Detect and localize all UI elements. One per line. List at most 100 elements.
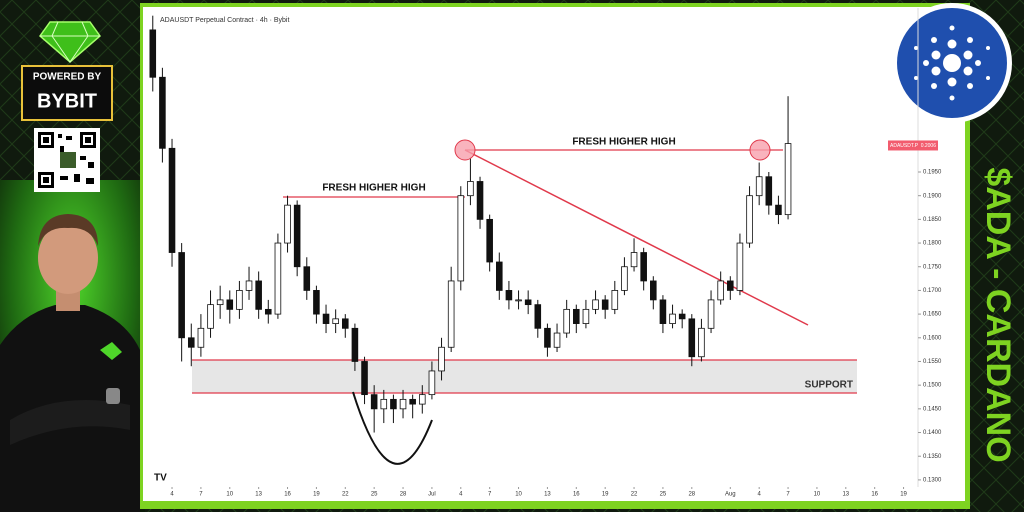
candle-body (226, 299, 234, 310)
candle-body (505, 290, 513, 301)
x-tick-label: 19 (313, 492, 320, 498)
x-tick-label: 16 (284, 492, 291, 498)
price-tag (888, 140, 938, 151)
plot: 0.1300 0.1350 0.1400 0.1450 0.1500 0.1550 0.16… (149, 15, 942, 498)
brand: BYBIT (37, 90, 97, 112)
candle-body (601, 299, 609, 310)
hh-circle (749, 139, 771, 161)
powered-by: POWERED BY (33, 72, 102, 83)
candle-body (245, 280, 253, 291)
candle-body (341, 318, 349, 329)
candle-body (390, 398, 397, 410)
gem-logo (38, 21, 102, 63)
y-tick-label: 0.1700 (923, 288, 942, 294)
x-tick-label: 13 (544, 492, 551, 498)
candle-body (178, 252, 185, 339)
x-tick-label: 4 (758, 492, 762, 498)
candle-body (688, 318, 696, 358)
annotation: FRESH HIGHER HIGH (322, 183, 425, 194)
y-tick-label: 0.1450 (923, 406, 942, 412)
candle-body (457, 195, 465, 282)
candle-body (197, 327, 205, 348)
hh-circle (454, 139, 476, 161)
candle-body (630, 252, 638, 268)
candle-body (419, 394, 426, 405)
y-tick-label: 0.1300 (923, 477, 942, 483)
candle-body (409, 398, 416, 405)
candle-body (553, 332, 561, 348)
candle-body (274, 242, 282, 315)
candle-body (611, 290, 619, 310)
candle-body (755, 176, 763, 197)
candle-body (332, 318, 339, 324)
candle-body (438, 346, 445, 372)
x-tick-label: 10 (814, 492, 821, 498)
candle-body (293, 204, 301, 268)
candle-body (303, 266, 311, 291)
candle-body (650, 280, 657, 301)
candle-body (736, 242, 744, 291)
candle-body (784, 143, 792, 216)
x-tick-label: 16 (573, 492, 580, 498)
candle-body (236, 290, 243, 310)
candle-body (669, 313, 676, 324)
trend-line (464, 149, 809, 326)
candle-body (775, 204, 782, 216)
candle-body (370, 394, 378, 410)
candle-body (573, 308, 580, 324)
price-tag-value: 0.2006 (921, 143, 937, 149)
x-tick-label: 19 (900, 492, 907, 498)
candle-body (592, 299, 599, 310)
candle-body (678, 313, 686, 320)
x-tick-label: 22 (631, 492, 638, 498)
candle-body (717, 280, 724, 301)
x-tick-label: 7 (199, 492, 203, 498)
cardano-dots (914, 25, 990, 101)
candle-body (707, 299, 715, 329)
tv-logo: TV (154, 473, 167, 484)
y-tick-label: 0.1650 (923, 312, 942, 318)
candle-body (380, 398, 388, 410)
y-tick-label: 0.1600 (923, 335, 942, 341)
powered-box (21, 65, 113, 121)
candle-body (159, 76, 166, 149)
candle-body (149, 29, 157, 78)
x-tick-label: 22 (342, 492, 349, 498)
chart-title: ADAUSDT Perpetual Contract · 4h · Bybit (160, 17, 289, 24)
x-tick-label: Jul (428, 492, 436, 498)
candle-body (216, 299, 224, 306)
candle-body (313, 290, 320, 315)
candle-body (515, 299, 522, 302)
x-tick-label: 7 (786, 492, 790, 498)
candle-body (496, 261, 503, 291)
annotation: FRESH HIGHER HIGH (572, 137, 675, 148)
candle-body (659, 299, 667, 324)
x-tick-label: 13 (842, 492, 849, 498)
y-tick-label: 0.1950 (923, 170, 942, 176)
candle-body (524, 299, 532, 306)
x-tick-label: 4 (170, 492, 174, 498)
annotation: SUPPORT (805, 380, 853, 391)
y-tick-label: 0.1750 (923, 264, 942, 270)
candle-body (351, 327, 359, 362)
candle-body (168, 147, 176, 253)
x-tick-label: 4 (459, 492, 463, 498)
x-tick-label: 28 (400, 492, 407, 498)
candle-body (534, 304, 542, 329)
y-tick-label: 0.1850 (923, 217, 942, 223)
candle-body (544, 327, 551, 348)
qr-code (34, 128, 100, 192)
candle-body (361, 361, 368, 396)
candle-body (621, 266, 628, 291)
candle-body (322, 313, 330, 324)
candle-body (187, 337, 195, 348)
x-tick-label: 28 (688, 492, 695, 498)
candle-body (255, 280, 262, 310)
x-tick-label: 10 (515, 492, 522, 498)
x-tick-label: Aug (725, 492, 736, 498)
candle-body (486, 218, 493, 263)
candle-body (476, 181, 484, 220)
y-tick-label: 0.1350 (923, 454, 942, 460)
x-tick-label: 25 (660, 492, 667, 498)
